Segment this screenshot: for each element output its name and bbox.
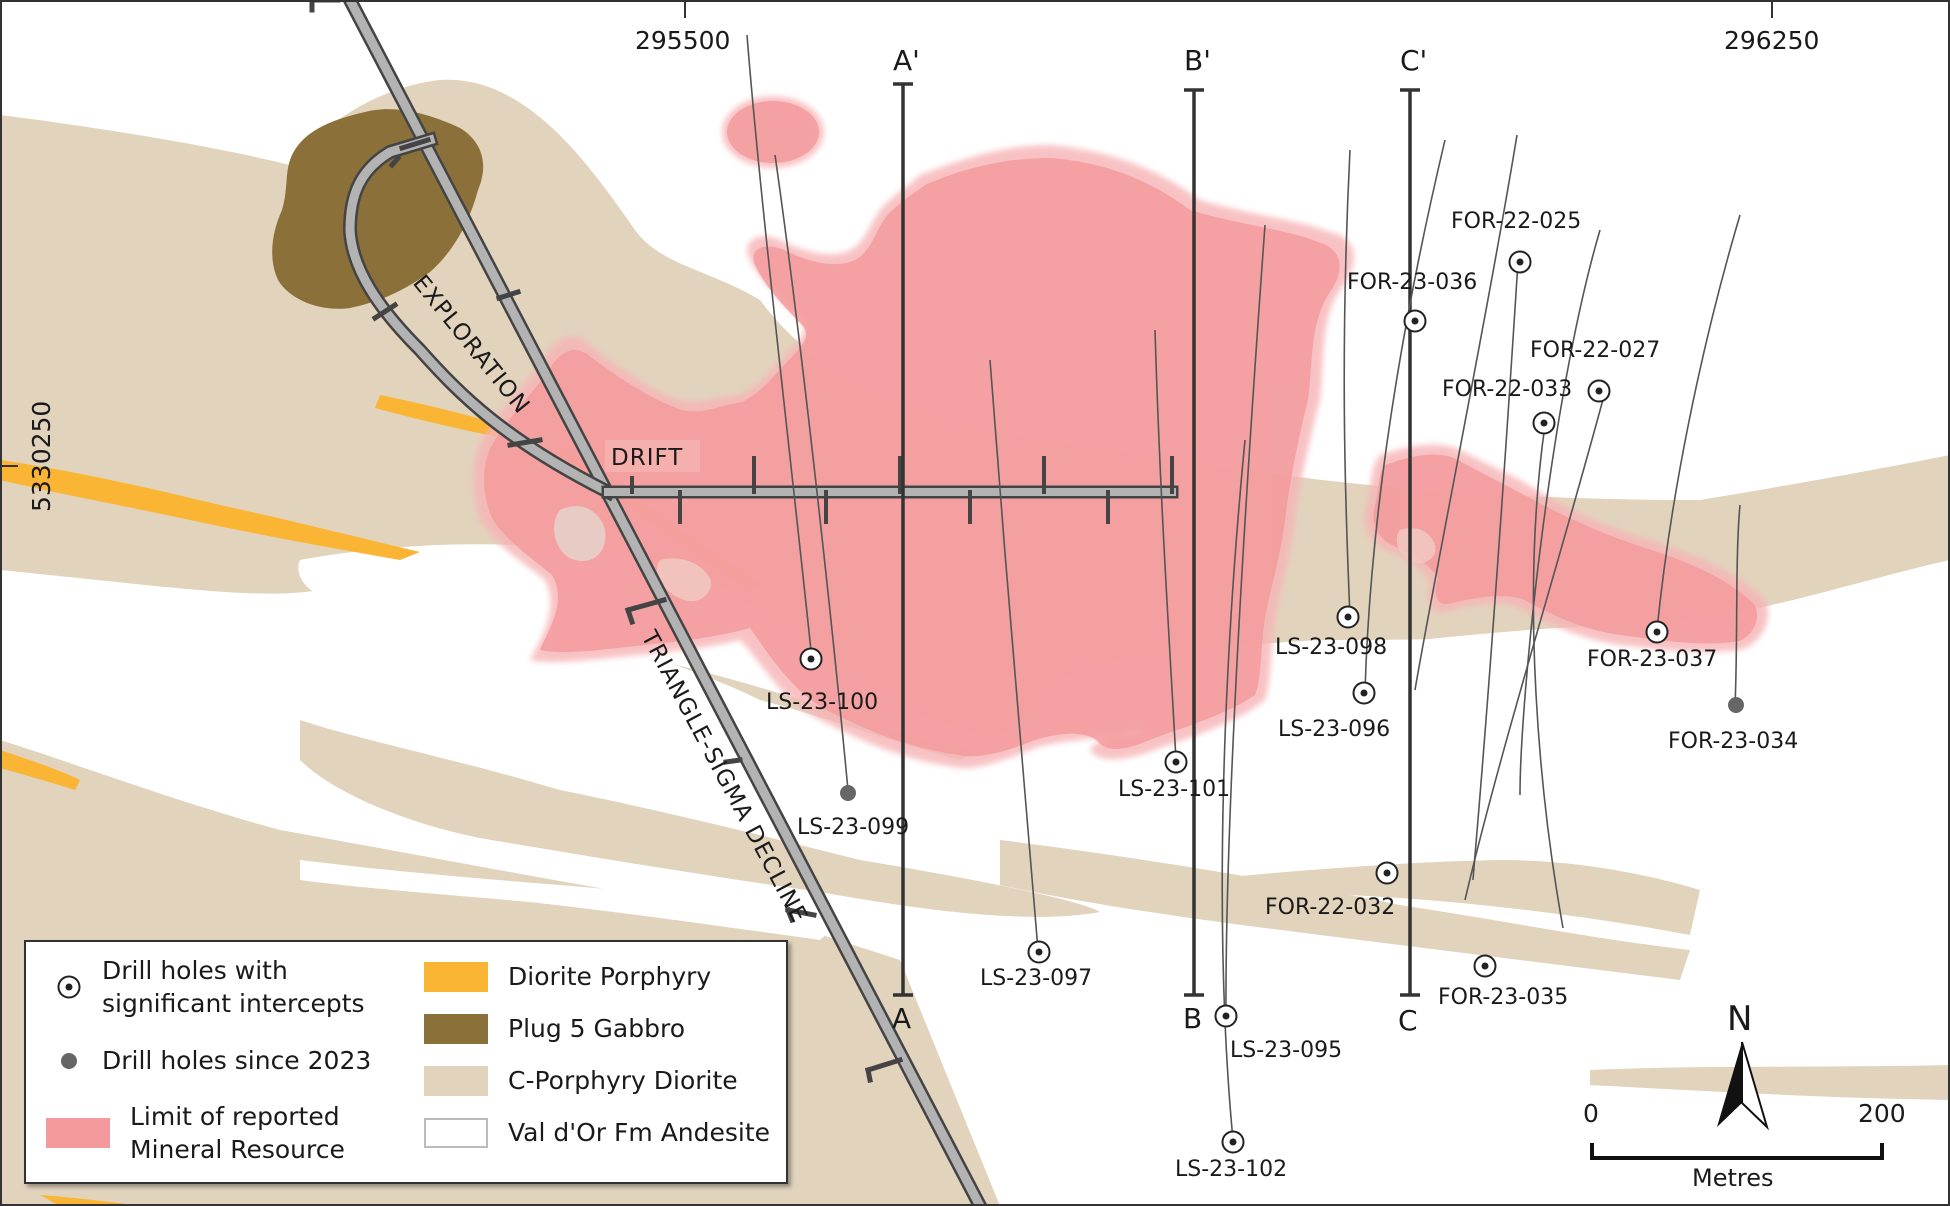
scale-bar: 0 200 Metres (1583, 1099, 1906, 1192)
easting-right-label: 296250 (1724, 26, 1819, 55)
legend-item-plug5-gabbro: Plug 5 Gabbro (424, 1012, 685, 1045)
drill-hole-for-22-027[interactable]: FOR-22-027 (1530, 338, 1660, 403)
scale-unit-label: Metres (1692, 1164, 1774, 1192)
legend-significant-line1: Drill holes with (102, 956, 288, 985)
section-b-top-label: B' (1184, 44, 1211, 77)
drill-hole-ls-23-095[interactable]: LS-23-095 (1214, 1004, 1343, 1064)
drill-hole-ls-23-098[interactable]: LS-23-098 (1275, 605, 1387, 661)
legend: Drill holes with significant intercepts D… (24, 940, 788, 1184)
drill-hole-for-23-036[interactable]: FOR-23-036 (1347, 270, 1477, 333)
drill-hole-for-23-035[interactable]: FOR-23-035 (1438, 954, 1568, 1011)
drill-hole-label: FOR-23-036 (1347, 270, 1477, 295)
drill-hole-label: FOR-22-032 (1265, 895, 1395, 920)
section-c-top-label: C' (1400, 44, 1427, 77)
legend-item-significant-intercepts: Drill holes with significant intercepts (56, 954, 365, 1020)
underground-workings (309, 0, 1179, 1206)
drift-label: DRIFT (611, 445, 683, 471)
scale-end-label: 200 (1858, 1099, 1906, 1128)
section-b-bottom-label: B (1183, 1002, 1202, 1035)
drill-hole-label: LS-23-097 (980, 966, 1092, 991)
drill-hole-ls-23-099[interactable]: LS-23-099 (797, 785, 909, 840)
significant-intercept-icon (57, 975, 81, 999)
legend-item-val-dor-andesite: Val d'Or Fm Andesite (424, 1116, 770, 1149)
legend-resource-line1: Limit of reported (130, 1102, 340, 1131)
drill-hole-for-23-037[interactable]: FOR-23-037 (1587, 620, 1717, 673)
drill-hole-label: LS-23-095 (1230, 1038, 1342, 1063)
north-arrow-icon (1717, 1042, 1742, 1127)
section-a-bottom-label: A (892, 1002, 911, 1035)
drill-hole-for-22-033[interactable]: FOR-22-033 (1442, 377, 1572, 435)
legend-plug5-gabbro: Plug 5 Gabbro (508, 1014, 685, 1043)
north-arrow: N (1717, 999, 1770, 1131)
drill-hole-label: LS-23-101 (1118, 777, 1230, 802)
drill-hole-for-22-025[interactable]: FOR-22-025 (1451, 209, 1581, 274)
drill-hole-label: LS-23-096 (1278, 717, 1390, 742)
legend-since-2023: Drill holes since 2023 (102, 1046, 372, 1075)
drill-hole-label: LS-23-102 (1175, 1157, 1287, 1182)
drill-hole-label: LS-23-099 (797, 815, 909, 840)
drill-hole-label: FOR-23-034 (1668, 729, 1798, 754)
legend-significant-line2: significant intercepts (102, 989, 365, 1018)
drill-hole-label: FOR-23-037 (1587, 647, 1717, 672)
val-dor-andesite-swatch (424, 1117, 488, 1148)
drill-hole-for-23-034[interactable]: FOR-23-034 (1668, 697, 1798, 754)
drill-hole-ls-23-101[interactable]: LS-23-101 (1118, 750, 1230, 803)
drill-hole-since-2023-icon (61, 1052, 77, 1069)
drift-label-box (605, 440, 700, 472)
c-porphyry-diorite-swatch (424, 1065, 488, 1096)
north-label: N (1727, 999, 1752, 1039)
diorite-porphyry-swatch (424, 961, 488, 992)
plug5-gabbro-swatch (424, 1013, 488, 1044)
drill-hole-label: FOR-22-025 (1451, 209, 1581, 234)
scale-start-label: 0 (1583, 1099, 1599, 1128)
legend-c-porphyry-diorite: C-Porphyry Diorite (508, 1066, 738, 1095)
legend-diorite-porphyry: Diorite Porphyry (508, 962, 712, 991)
drill-hole-ls-23-096[interactable]: LS-23-096 (1278, 681, 1390, 743)
legend-item-c-porphyry-diorite: C-Porphyry Diorite (424, 1064, 738, 1097)
section-a-top-label: A' (893, 44, 920, 77)
legend-val-dor-andesite: Val d'Or Fm Andesite (508, 1118, 771, 1147)
easting-left-label: 295500 (635, 26, 730, 55)
section-lines (893, 82, 1420, 997)
drill-hole-label: LS-23-098 (1275, 635, 1387, 660)
drill-hole-label: FOR-22-027 (1530, 338, 1660, 363)
drill-hole-ls-23-100[interactable]: LS-23-100 (766, 647, 878, 716)
drill-hole-label: FOR-22-033 (1442, 377, 1572, 402)
mineral-resource-swatch (46, 1118, 110, 1148)
drill-hole-label: FOR-23-035 (1438, 985, 1568, 1010)
legend-item-since-2023: Drill holes since 2023 (56, 1044, 371, 1077)
legend-item-mineral-resource: Limit of reported Mineral Resource (46, 1100, 345, 1166)
coordinate-ticks (0, 0, 1773, 467)
section-c-bottom-label: C (1398, 1004, 1418, 1037)
drill-holes: LS-23-100 LS-23-099 LS-23-097 LS-23-101 … (766, 209, 1798, 1182)
drill-traces (746, 34, 1741, 1141)
legend-resource-line2: Mineral Resource (130, 1135, 345, 1164)
drill-hole-ls-23-102[interactable]: LS-23-102 (1175, 1130, 1287, 1183)
drill-hole-for-22-032[interactable]: FOR-22-032 (1265, 861, 1399, 921)
drill-hole-label: LS-23-100 (766, 690, 878, 715)
legend-item-diorite-porphyry: Diorite Porphyry (424, 960, 711, 993)
drill-hole-ls-23-097[interactable]: LS-23-097 (980, 940, 1092, 992)
northing-label: 5330250 (27, 401, 56, 512)
